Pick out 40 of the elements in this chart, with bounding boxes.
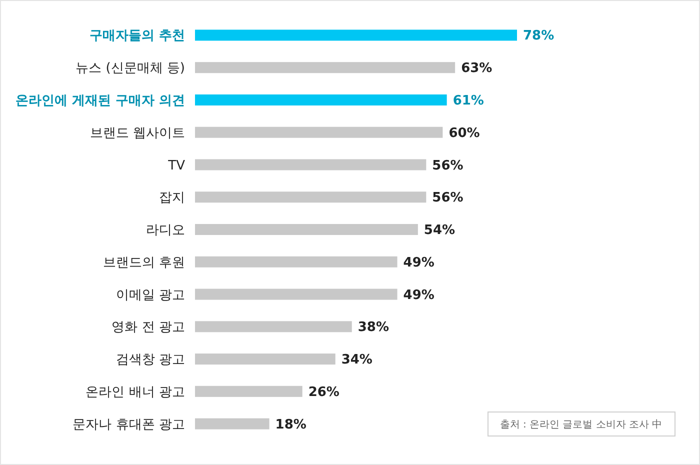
data-label: 54% — [424, 223, 456, 238]
data-label: 38% — [358, 320, 389, 336]
y-tick-label: 문자나 휴대폰 광고 — [72, 417, 185, 432]
bar — [195, 418, 270, 430]
data-label: 78% — [523, 28, 554, 44]
y-tick-label: 이메일 광고 — [116, 288, 185, 303]
data-label: 34% — [341, 352, 372, 368]
bar — [195, 192, 426, 203]
y-tick-label: TV — [167, 158, 186, 174]
y-tick-label: 라디오 — [146, 223, 185, 238]
y-tick-label: 구매자들의 추천 — [89, 28, 185, 44]
annotation: 출처 : 온라인 글로벌 소비자 조사 中 — [500, 418, 662, 430]
data-label: 49% — [403, 255, 434, 270]
data-label: 56% — [432, 158, 464, 174]
bar — [195, 256, 398, 268]
bar — [195, 354, 336, 365]
bar — [195, 224, 418, 236]
bar — [195, 386, 302, 397]
data-label: 61% — [452, 94, 484, 109]
bar — [195, 321, 352, 332]
y-tick-label: 영화 전 광고 — [112, 320, 185, 336]
y-tick-label: 잡지 — [159, 190, 185, 206]
bar — [195, 159, 426, 170]
y-tick-label: 브랜드 웹사이트 — [90, 126, 185, 141]
bar — [195, 94, 447, 106]
data-label: 18% — [275, 417, 306, 432]
bar — [195, 126, 443, 138]
y-tick-label: 온라인 배너 광고 — [86, 384, 185, 400]
bar — [195, 288, 398, 300]
bar — [195, 30, 517, 41]
bar — [195, 62, 456, 74]
data-label: 60% — [448, 126, 480, 141]
data-label: 49% — [403, 288, 434, 303]
y-tick-label: 온라인에 게재된 구매자 의견 — [15, 94, 185, 109]
data-label: 26% — [308, 384, 340, 400]
data-label: 63% — [461, 61, 492, 76]
y-tick-label: 브랜드의 후원 — [102, 255, 185, 270]
y-tick-label: 뉴스 (신문매체 등) — [76, 61, 185, 76]
data-label: 56% — [432, 190, 464, 206]
y-tick-label: 검색창 광고 — [116, 352, 185, 368]
